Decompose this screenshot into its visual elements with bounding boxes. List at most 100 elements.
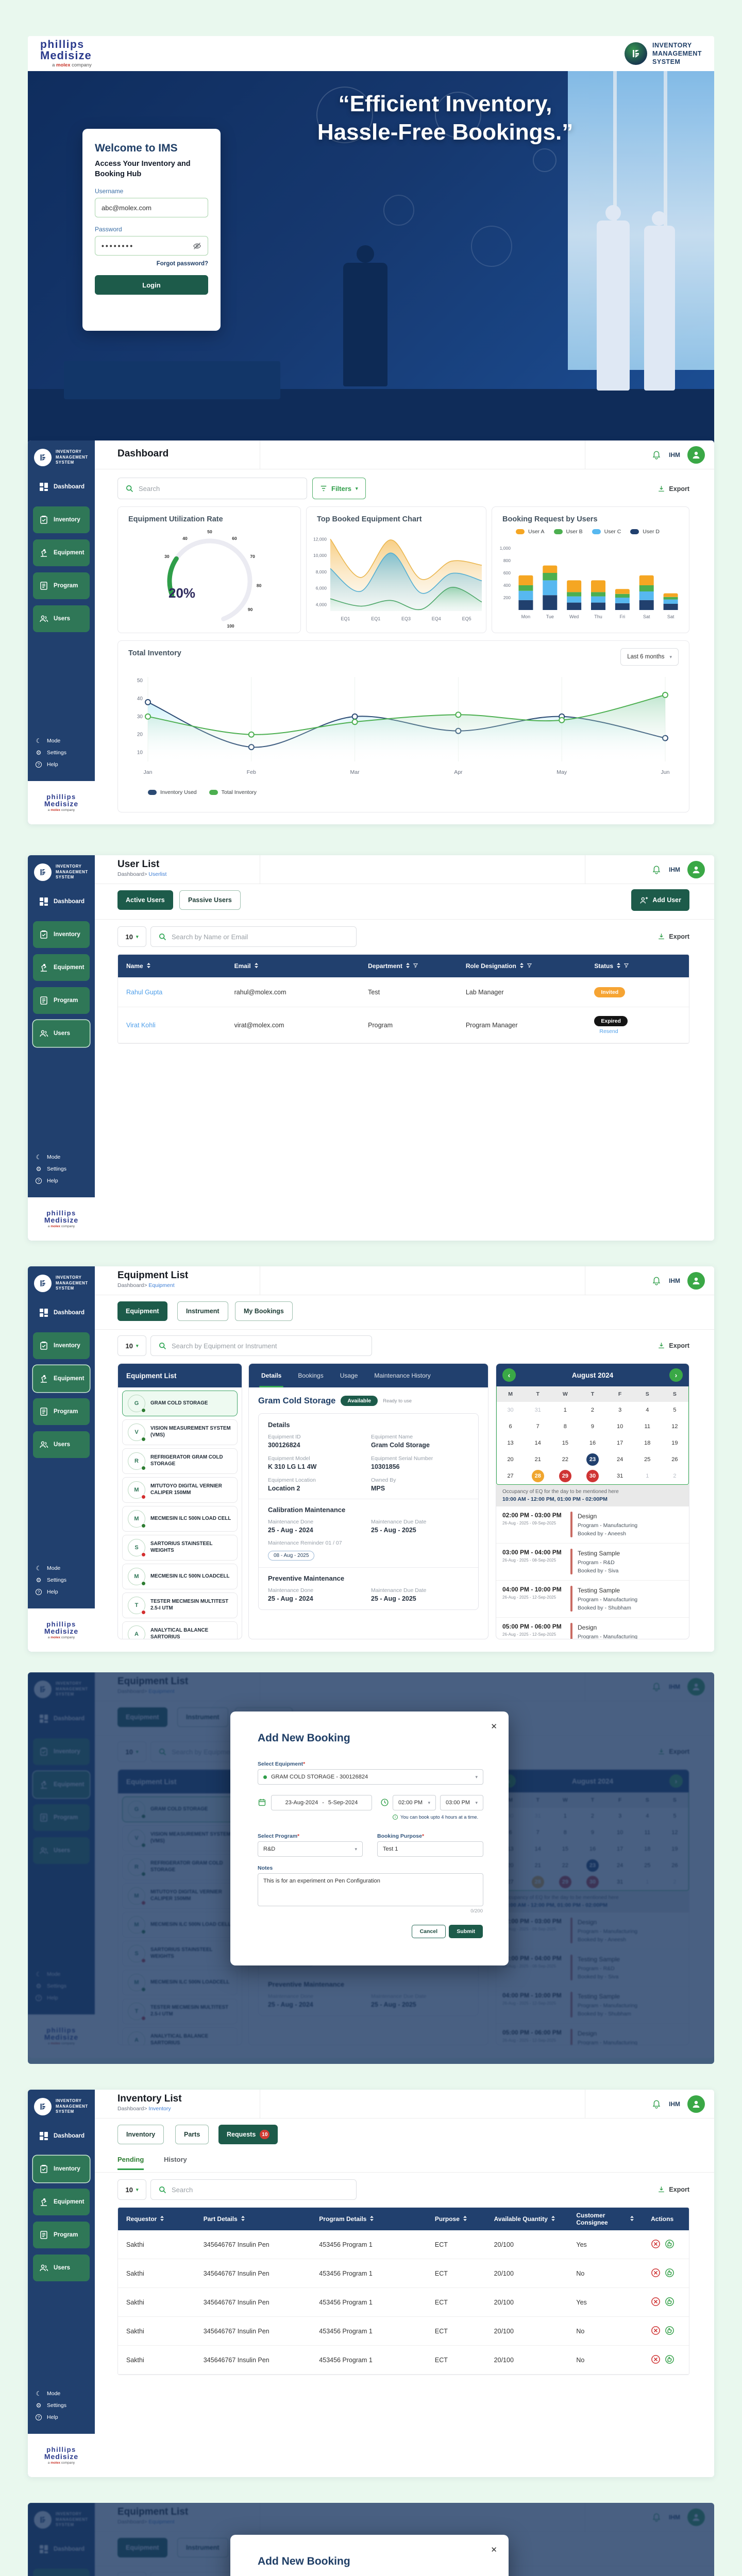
column-header[interactable]: Part Details <box>195 2215 311 2223</box>
tab-bookings[interactable]: Bookings <box>298 1372 324 1379</box>
sidebar-item-inventory[interactable]: Inventory <box>33 2156 90 2182</box>
calendar-day[interactable]: 20 <box>507 1456 514 1463</box>
calendar-day[interactable]: 27 <box>507 1473 514 1479</box>
avatar[interactable] <box>687 1272 705 1290</box>
tab-passive-users[interactable]: Passive Users <box>179 890 241 910</box>
sidebar-item-users[interactable]: Users <box>33 605 90 632</box>
sidebar-item-program[interactable]: Program <box>33 1398 90 1425</box>
approve-button[interactable] <box>665 2297 674 2307</box>
calendar-day[interactable]: 13 <box>507 1440 514 1446</box>
user-search-input[interactable]: Search by Name or Email <box>150 926 357 947</box>
reject-button[interactable] <box>651 2326 661 2335</box>
equipment-list-item[interactable]: G GRAM COLD STORAGE <box>122 1391 238 1416</box>
notes-textarea[interactable]: This is for an experiment on Pen Configu… <box>258 1873 483 1906</box>
calendar-day[interactable]: 23 <box>579 1453 606 1466</box>
forgot-password-link[interactable]: Forgot password? <box>156 261 208 267</box>
cancel-button[interactable]: Cancel <box>411 1925 446 1938</box>
sort-icon[interactable] <box>519 962 524 970</box>
page-size-select[interactable]: 10 ▾ <box>117 926 146 947</box>
equipment-search-input[interactable]: Search by Equipment or Instrument <box>150 1335 372 1356</box>
reject-button[interactable] <box>651 2354 661 2364</box>
program-select[interactable]: R&D ▾ <box>258 1841 363 1857</box>
calendar-day[interactable]: 9 <box>591 1423 595 1430</box>
sidebar-item-users[interactable]: Users <box>33 2255 90 2281</box>
equipment-list-item[interactable]: M MITUTOYO DIGITAL VERNIER CALIPER 150MM <box>122 1477 238 1503</box>
sidebar-item-program[interactable]: Program <box>33 572 90 599</box>
tab-parts[interactable]: Parts <box>175 2125 209 2144</box>
sidebar-item-inventory[interactable]: Inventory <box>33 506 90 533</box>
sidebar-util-settings[interactable]: ⚙ Settings <box>36 1165 66 1173</box>
equipment-list-item[interactable]: T TESTER MECMESIN MULTITEST 2.5-I UTM <box>122 1592 238 1618</box>
avatar[interactable] <box>687 446 705 464</box>
sidebar-item-equipment[interactable]: Equipment <box>33 2189 90 2215</box>
calendar-day[interactable]: 21 <box>534 1456 541 1463</box>
tab-inventory[interactable]: Inventory <box>117 2125 164 2144</box>
calendar-day[interactable]: 17 <box>617 1440 623 1446</box>
column-header[interactable]: Department <box>360 962 458 970</box>
range-dropdown[interactable]: Last 6 months ▾ <box>620 648 679 666</box>
add-user-button[interactable]: Add User <box>631 889 689 911</box>
close-icon[interactable]: ✕ <box>491 1722 497 1731</box>
sort-icon[interactable] <box>463 2215 467 2223</box>
sidebar-util-help[interactable]: ? Help <box>35 1588 66 1596</box>
approve-button[interactable] <box>665 2268 674 2278</box>
calendar-day[interactable]: 29 <box>551 1470 579 1482</box>
bell-icon[interactable] <box>651 2099 662 2109</box>
sidebar-item-inventory[interactable]: Inventory <box>33 921 90 948</box>
column-header[interactable]: Actions <box>651 2215 674 2223</box>
sidebar-util-mode[interactable]: ☾ Mode <box>36 2390 61 2397</box>
calendar-day[interactable]: 30 <box>579 1470 606 1482</box>
calendar-day[interactable]: 31 <box>534 1407 541 1413</box>
calendar-day[interactable]: 28 <box>524 1470 551 1482</box>
column-header[interactable]: Role Designation <box>458 962 586 970</box>
tab-details[interactable]: Details <box>254 1364 289 1387</box>
avatar[interactable] <box>687 861 705 878</box>
equipment-list-item[interactable]: S SARTORIUS STAINSTEEL WEIGHTS <box>122 1535 238 1561</box>
sidebar-util-mode[interactable]: ☾ Mode <box>36 1154 61 1161</box>
reminder-chip[interactable]: 08 - Aug - 2025 <box>268 1551 315 1561</box>
calendar-day[interactable]: 24 <box>617 1456 623 1463</box>
calendar-day[interactable]: 2 <box>673 1473 677 1479</box>
close-icon[interactable]: ✕ <box>491 2546 497 2554</box>
calendar-day[interactable]: 1 <box>563 1407 567 1413</box>
subtab-history[interactable]: History <box>164 2156 187 2163</box>
equipment-list-item[interactable]: M MECMESIN ILC 500N LOAD CELL <box>122 1506 238 1532</box>
sort-icon[interactable] <box>630 2215 634 2223</box>
calendar-day[interactable]: 6 <box>509 1423 512 1430</box>
calendar-prev-button[interactable]: ‹ <box>502 1368 516 1382</box>
sidebar-util-help[interactable]: ? Help <box>35 1177 66 1184</box>
filter-icon[interactable] <box>527 962 532 970</box>
calendar-day[interactable]: 12 <box>671 1423 678 1430</box>
purpose-input[interactable]: Test 1 <box>377 1841 483 1857</box>
inventory-search-input[interactable]: Search <box>150 2179 357 2200</box>
end-time-select[interactable]: 03:00 PM ▾ <box>440 1795 483 1810</box>
equipment-select[interactable]: GRAM COLD STORAGE - 300126824 ▾ <box>258 1769 483 1785</box>
sidebar-item-equipment[interactable]: Equipment <box>33 1365 90 1392</box>
calendar-day[interactable]: 22 <box>562 1456 568 1463</box>
calendar-day[interactable]: 3 <box>618 1407 622 1413</box>
sidebar-item-dashboard[interactable]: Dashboard <box>33 2123 90 2149</box>
approve-button[interactable] <box>665 2239 674 2249</box>
column-header[interactable]: Email <box>226 962 360 970</box>
equipment-list-item[interactable]: V VISION MEASUREMENT SYSTEM (VMS) <box>122 1419 238 1445</box>
sidebar-item-users[interactable]: Users <box>33 1431 90 1458</box>
bell-icon[interactable] <box>651 450 662 460</box>
sidebar-item-inventory[interactable]: Inventory <box>33 1332 90 1359</box>
column-header[interactable]: Purpose <box>427 2215 486 2223</box>
password-field[interactable]: •••••••• <box>95 236 208 256</box>
calendar-day[interactable]: 8 <box>563 1423 567 1430</box>
calendar-day[interactable]: 18 <box>644 1440 651 1446</box>
calendar-day[interactable]: 4 <box>646 1407 649 1413</box>
calendar-day[interactable]: 30 <box>507 1407 514 1413</box>
sidebar-util-settings[interactable]: ⚙ Settings <box>36 749 66 756</box>
column-header[interactable]: Requestor <box>118 2215 195 2223</box>
sort-icon[interactable] <box>616 962 621 970</box>
login-button[interactable]: Login <box>95 275 208 295</box>
column-header[interactable]: Program Details <box>311 2215 427 2223</box>
tab-equipment[interactable]: Equipment <box>117 1301 167 1321</box>
sort-icon[interactable] <box>254 962 259 970</box>
reject-button[interactable] <box>651 2239 661 2249</box>
approve-button[interactable] <box>665 2354 674 2364</box>
export-button[interactable]: Export <box>657 933 689 940</box>
approve-button[interactable] <box>665 2326 674 2335</box>
